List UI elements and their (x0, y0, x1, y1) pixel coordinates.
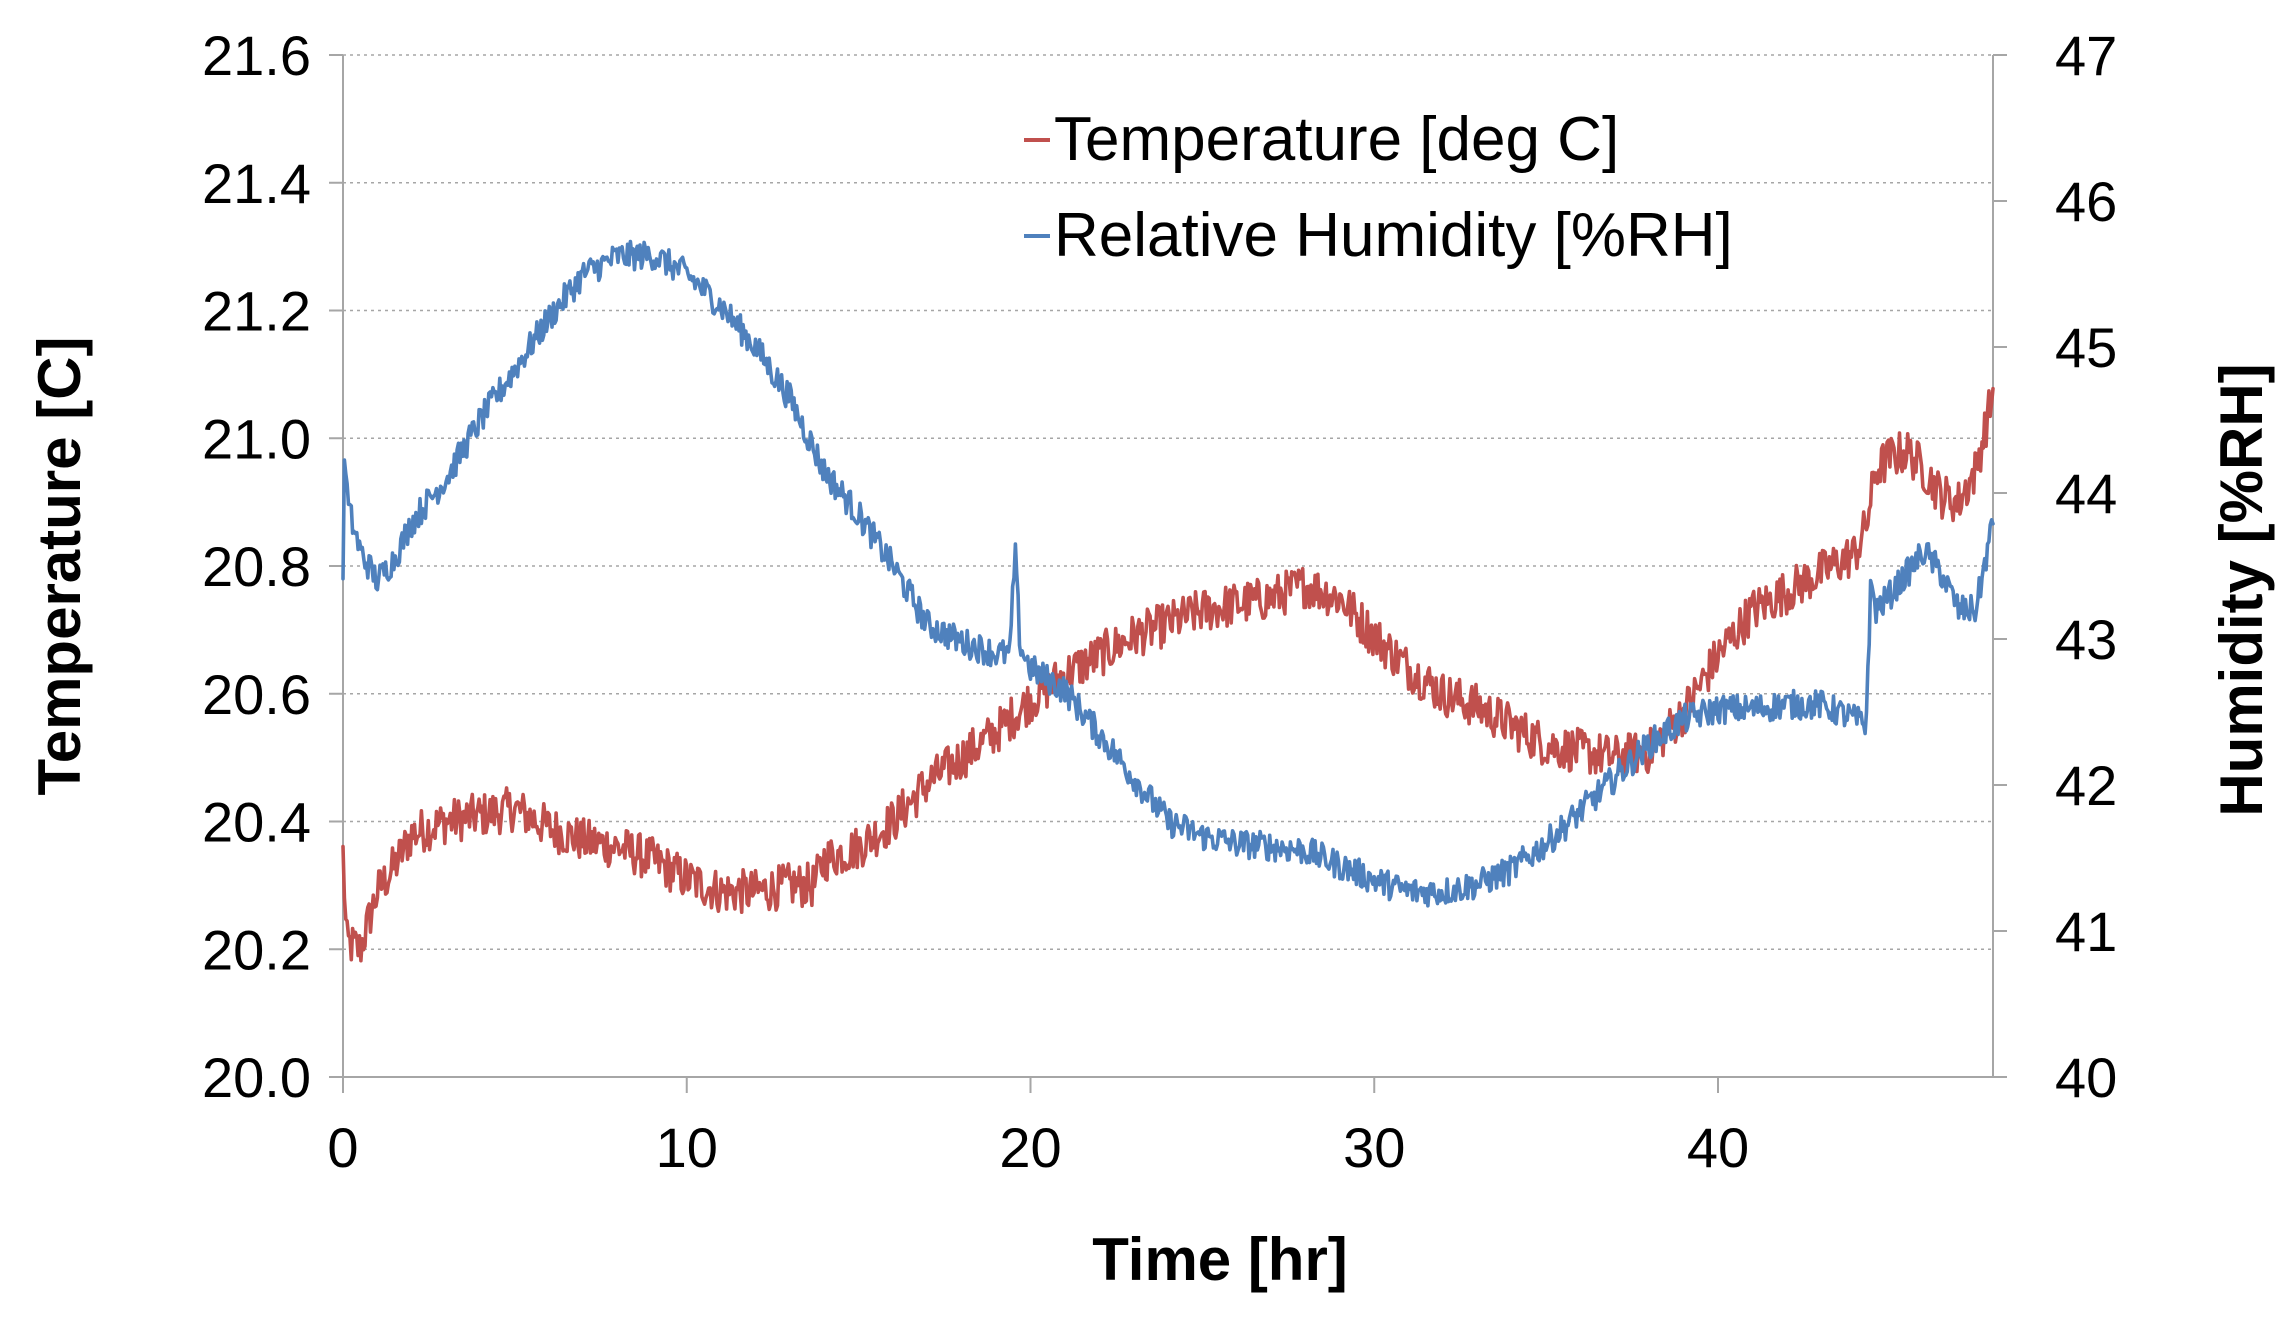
grid-lines (343, 54, 1993, 951)
left-y-axis-title: Temperature [C] (26, 337, 93, 796)
left-y-tick-label: 20.4 (202, 791, 311, 854)
legend: Temperature [deg C] Relative Humidity [%… (1024, 105, 1733, 270)
left-y-tick-label: 20.0 (202, 1046, 311, 1109)
left-y-tick-label: 21.0 (202, 407, 311, 470)
left-y-tick-label: 21.4 (202, 152, 311, 215)
right-y-tick-label: 43 (2055, 608, 2117, 671)
series-lines (341, 239, 1995, 963)
left-y-tick-label: 20.8 (202, 535, 311, 598)
tick-labels: 20.0 20.2 20.4 20.6 20.8 21.0 21.2 21.4 21.6 40 41… (202, 24, 2117, 1179)
x-tick-label: 30 (1343, 1116, 1405, 1179)
left-y-tick-label: 21.2 (202, 280, 311, 343)
x-tick-label: 0 (327, 1116, 358, 1179)
right-y-tick-label: 46 (2055, 170, 2117, 233)
right-y-tick-label: 41 (2055, 900, 2117, 963)
right-y-tick-label: 45 (2055, 316, 2117, 379)
humidity-series-line (341, 239, 1995, 908)
tick-marks (329, 54, 2007, 1093)
left-y-tick-label: 20.6 (202, 663, 311, 726)
x-tick-label: 40 (1687, 1116, 1749, 1179)
right-y-tick-label: 42 (2055, 754, 2117, 817)
legend-label-humidity: Relative Humidity [%RH] (1054, 201, 1733, 270)
right-y-tick-label: 47 (2055, 24, 2117, 87)
left-y-tick-label: 20.2 (202, 918, 311, 981)
left-y-tick-label: 21.6 (202, 24, 311, 87)
x-tick-label: 20 (999, 1116, 1061, 1179)
right-y-tick-label: 44 (2055, 462, 2117, 525)
x-axis-title: Time [hr] (1092, 1226, 1348, 1293)
temperature-series-line (341, 386, 1995, 963)
right-y-tick-label: 40 (2055, 1046, 2117, 1109)
x-tick-label: 10 (656, 1116, 718, 1179)
right-y-axis-title: Humidity [%RH] (2208, 363, 2275, 816)
legend-label-temperature: Temperature [deg C] (1054, 105, 1619, 174)
